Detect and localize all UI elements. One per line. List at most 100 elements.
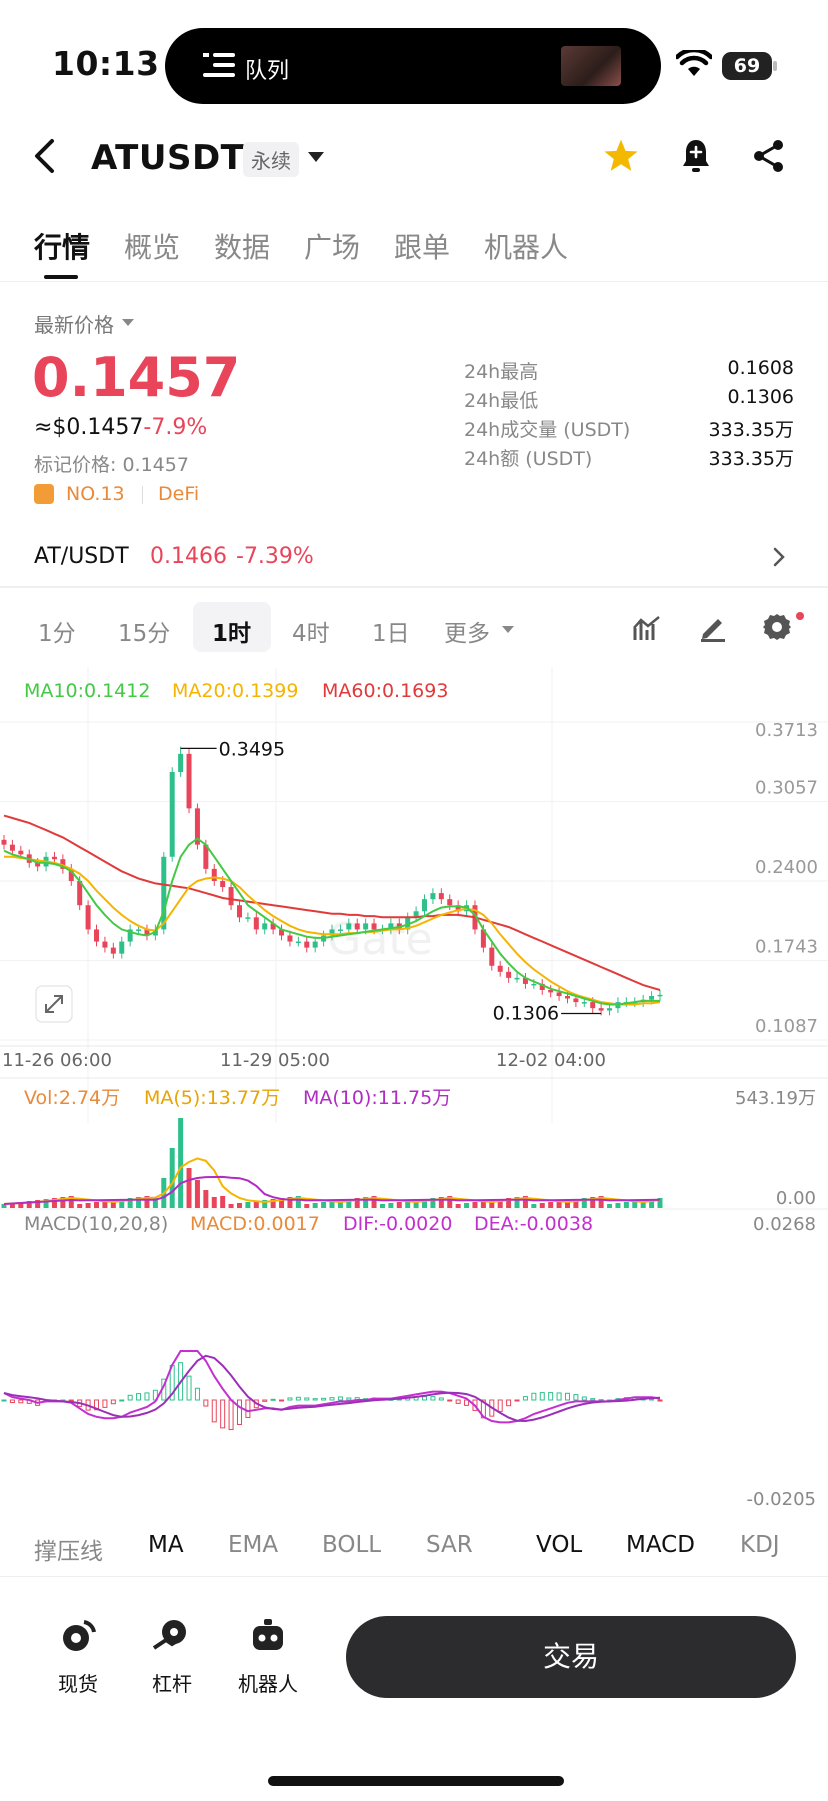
indicator-tab-support[interactable]: 撑压线 <box>34 1539 103 1565</box>
pair-dropdown-icon[interactable] <box>308 152 324 162</box>
drawing-tool-icon[interactable] <box>698 612 728 642</box>
tag-separator <box>142 486 143 504</box>
tab-square[interactable]: 广场 <box>304 231 361 264</box>
candle-body <box>119 941 125 954</box>
candle-body <box>312 941 318 948</box>
candle-body <box>346 923 352 930</box>
volume-bar <box>640 1200 646 1208</box>
candle-body <box>203 844 209 869</box>
volume-bar <box>363 1197 369 1208</box>
status-time: 10:13 <box>52 44 160 83</box>
nav-spot[interactable]: 现货 <box>38 1618 118 1697</box>
volume-axis-label: 0.00 <box>776 1188 816 1209</box>
candle-body <box>194 808 200 845</box>
media-thumbnail <box>561 46 621 86</box>
volume-bar <box>77 1204 83 1208</box>
wifi-icon <box>676 50 712 76</box>
candle-body <box>354 923 360 930</box>
interval-4h[interactable]: 4时 <box>292 621 330 647</box>
tab-copy-trade[interactable]: 跟单 <box>394 231 451 264</box>
interval-1d[interactable]: 1日 <box>372 621 410 647</box>
volume-bar <box>438 1197 444 1208</box>
tab-overview[interactable]: 概览 <box>124 231 181 264</box>
volume-bar <box>581 1198 587 1208</box>
rank-badge[interactable]: NO.13 <box>66 483 125 505</box>
favorite-star-icon[interactable] <box>602 138 640 174</box>
interval-15m[interactable]: 15分 <box>118 621 171 647</box>
expand-icon-glyph <box>45 995 63 1013</box>
candle-body <box>161 856 167 930</box>
volume-bar <box>136 1197 142 1208</box>
candlestick-chart[interactable]: 0.37130.30570.24000.17430.1087Gate0.3495… <box>0 668 828 1518</box>
stat-label-volume: 24h成交量 (USDT) <box>464 419 631 441</box>
spot-pair-label[interactable]: AT/USDT <box>34 544 129 569</box>
indicator-tab-boll[interactable]: BOLL <box>322 1532 382 1558</box>
trade-button[interactable]: 交易 <box>346 1616 796 1698</box>
indicator-tab-sar[interactable]: SAR <box>426 1532 473 1558</box>
volume-bar <box>119 1199 125 1208</box>
interval-1m[interactable]: 1分 <box>38 621 76 647</box>
pair-title[interactable]: ATUSDT <box>91 138 245 178</box>
latest-price-label[interactable]: 最新价格 <box>34 313 114 337</box>
macd-histogram-bar <box>522 1396 528 1401</box>
candle-body <box>514 977 520 980</box>
macd-histogram-bar <box>564 1392 570 1401</box>
macd-histogram-bar <box>531 1392 537 1401</box>
candle-body <box>480 929 486 948</box>
volume-bar <box>464 1203 470 1208</box>
volume-bar <box>253 1201 259 1208</box>
indicator-tab-macd[interactable]: MACD <box>626 1532 695 1558</box>
nav-bot[interactable]: 机器人 <box>228 1618 308 1697</box>
price-axis-label: 0.3713 <box>755 720 818 741</box>
tab-data[interactable]: 数据 <box>214 231 271 264</box>
stat-value-turnover: 333.35万 <box>708 448 794 470</box>
tab-market[interactable]: 行情 <box>34 231 91 264</box>
price-axis-label: 0.3057 <box>755 778 818 799</box>
macd-histogram-bar <box>581 1396 587 1401</box>
indicator-tab-ema[interactable]: EMA <box>228 1532 279 1558</box>
usd-value: ≈$0.1457 <box>34 415 144 440</box>
chevron-right-icon[interactable] <box>772 546 786 568</box>
indicator-tab-vol[interactable]: VOL <box>536 1532 583 1558</box>
latest-price-dropdown-icon[interactable] <box>122 319 134 326</box>
volume-bar <box>68 1196 74 1208</box>
time-axis-label: 12-02 04:00 <box>496 1050 606 1071</box>
macd-histogram-bar <box>295 1396 301 1401</box>
macd-histogram-bar <box>329 1397 335 1401</box>
volume-bar <box>203 1190 209 1208</box>
interval-1h[interactable]: 1时 <box>212 621 252 647</box>
macd-histogram-bar <box>68 1399 74 1402</box>
candle-body <box>110 947 116 954</box>
candle-body <box>573 998 579 1003</box>
candle-body <box>548 989 554 993</box>
divider <box>0 281 828 282</box>
candle-body <box>430 893 436 900</box>
candle-body <box>94 929 100 942</box>
indicator-tab-kdj[interactable]: KDJ <box>740 1532 780 1558</box>
macd-histogram-bar <box>304 1397 310 1401</box>
candle-body <box>649 996 655 1000</box>
category-tag[interactable]: DeFi <box>158 483 200 505</box>
candle-body <box>497 965 503 972</box>
nav-margin[interactable]: 杠杆 <box>132 1618 212 1697</box>
interval-more[interactable]: 更多 <box>444 621 490 647</box>
volume-bar <box>94 1202 100 1208</box>
volume-bar <box>590 1197 596 1208</box>
settings-gear-icon[interactable] <box>762 612 792 642</box>
candle-body <box>413 911 419 918</box>
share-icon[interactable] <box>752 138 786 174</box>
candle-body <box>581 1002 587 1004</box>
indicator-icon[interactable] <box>632 614 662 642</box>
more-dropdown-icon[interactable] <box>502 626 514 633</box>
volume-ma5-line <box>3 1157 661 1205</box>
volume-bar <box>85 1203 91 1208</box>
candle-body <box>455 905 461 912</box>
stat-value-high: 0.1608 <box>727 357 794 379</box>
back-arrow-icon[interactable] <box>30 138 60 174</box>
price-alert-bell-icon[interactable] <box>680 137 712 175</box>
indicator-tab-ma[interactable]: MA <box>148 1532 184 1558</box>
volume-bar <box>127 1198 133 1208</box>
volume-bar <box>262 1200 268 1208</box>
tab-bots[interactable]: 机器人 <box>484 231 569 264</box>
macd-axis-label: -0.0205 <box>747 1489 816 1510</box>
